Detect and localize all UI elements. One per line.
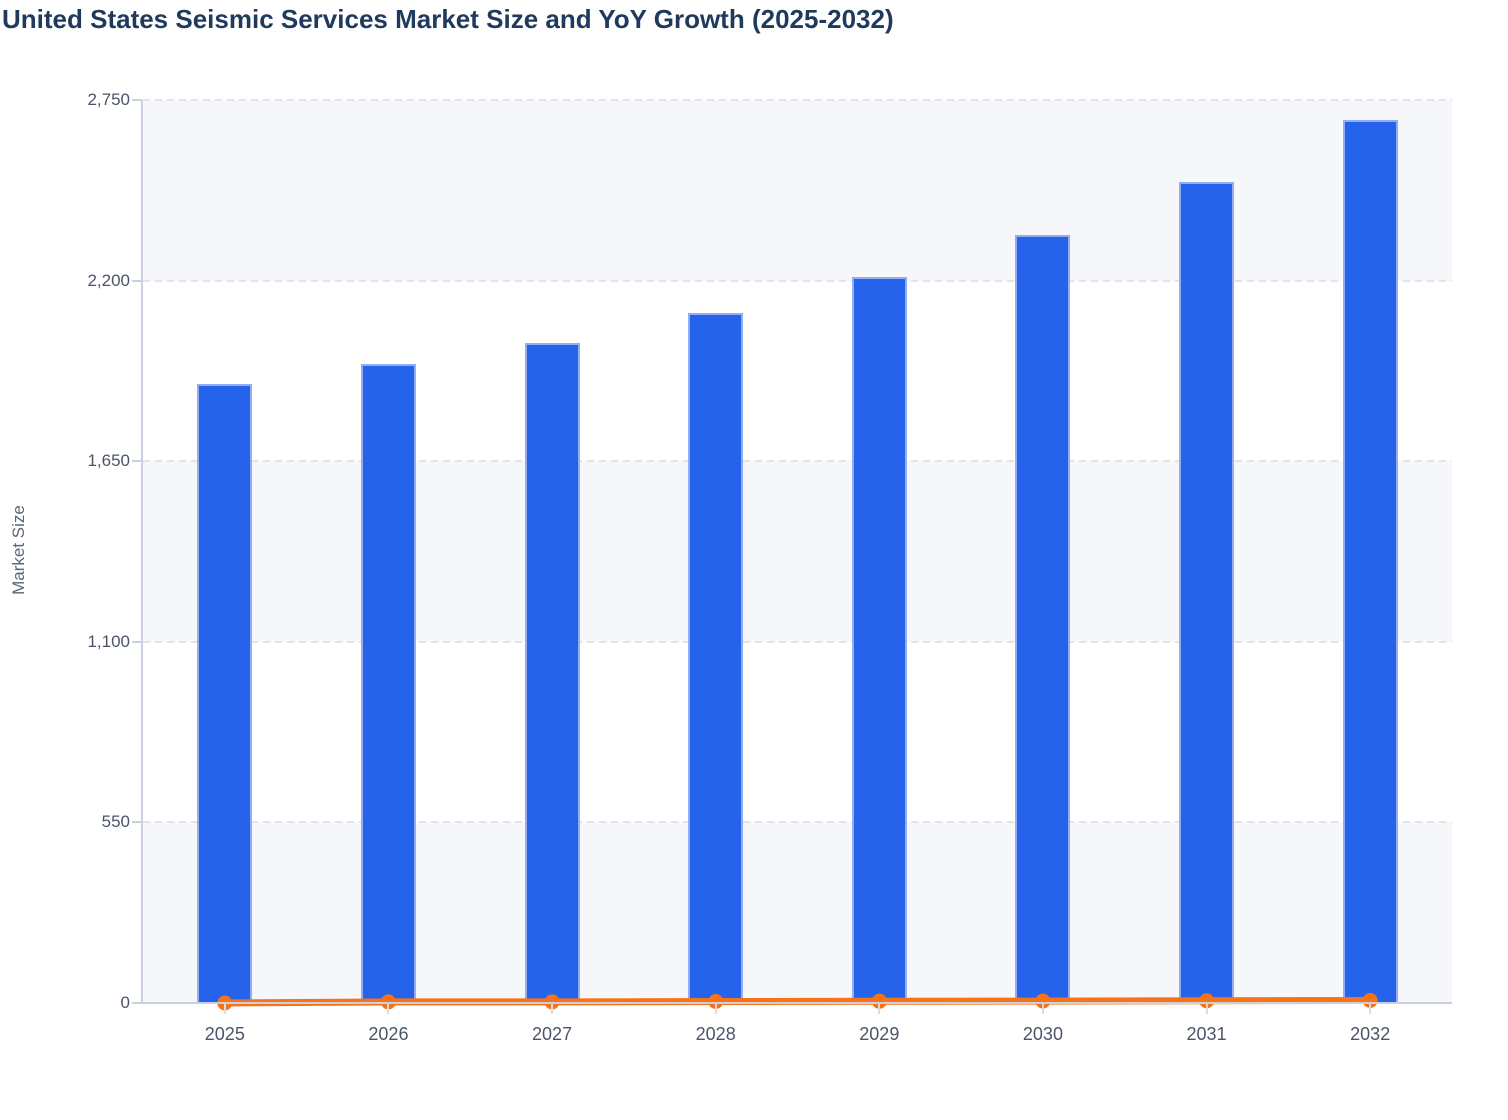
yoy-growth-marker-2030[interactable] — [1035, 993, 1051, 1009]
bar-2027[interactable] — [524, 342, 580, 1003]
y-tick-label: 550 — [101, 812, 130, 832]
y-tick-mark — [132, 460, 142, 463]
yoy-growth-marker-2032[interactable] — [1362, 993, 1378, 1008]
x-tick-label-2030: 2030 — [1022, 1024, 1063, 1044]
yoy-growth-line-layer — [217, 993, 1378, 1011]
bar-2026[interactable] — [360, 364, 416, 1003]
yoy-growth-marker-2027[interactable] — [544, 994, 560, 1010]
x-tick-mark — [387, 1004, 390, 1014]
x-tick-mark — [223, 1004, 226, 1014]
x-tick-label-2028: 2028 — [695, 1024, 736, 1044]
gridline — [143, 821, 1452, 824]
y-tick-label: 1,100 — [87, 631, 130, 651]
y-tick-label: 0 — [120, 993, 130, 1012]
y-tick-mark — [132, 99, 142, 101]
x-tick-label-2027: 2027 — [532, 1024, 573, 1044]
x-axis-line — [143, 1002, 1452, 1004]
x-tick-mark — [714, 1004, 717, 1014]
yoy-growth-marker-2031[interactable] — [1199, 993, 1215, 1009]
y-tick-mark — [132, 640, 142, 643]
gridline — [143, 640, 1452, 643]
gridline — [143, 279, 1452, 282]
plot-area — [143, 99, 1452, 1011]
chart-title: United States Seismic Services Market Si… — [2, 4, 894, 34]
bar-2032[interactable] — [1342, 119, 1398, 1003]
y-tick-label: 2,200 — [87, 270, 130, 290]
y-tick-mark — [132, 1002, 142, 1004]
gridline — [143, 460, 1452, 463]
y-axis-line — [141, 100, 143, 1004]
y-tick-label: 1,650 — [87, 451, 130, 471]
yoy-growth-marker-2026[interactable] — [380, 994, 396, 1010]
x-tick-mark — [1205, 1004, 1208, 1014]
bar-2029[interactable] — [851, 277, 907, 1003]
yoy-growth-line — [224, 997, 1371, 1007]
yoy-growth-marker-2029[interactable] — [871, 993, 887, 1009]
x-tick-label-2032: 2032 — [1350, 1024, 1391, 1044]
y-axis-title: Market Size — [9, 505, 28, 595]
y-tick-label: 2,750 — [87, 90, 130, 109]
bar-2030[interactable] — [1015, 234, 1071, 1003]
y-tick-mark — [132, 821, 142, 824]
x-tick-mark — [1041, 1004, 1044, 1014]
yoy-growth-marker-2028[interactable] — [708, 994, 724, 1009]
bar-2028[interactable] — [688, 313, 744, 1003]
x-tick-label-2029: 2029 — [859, 1024, 900, 1044]
y-tick-mark — [132, 279, 142, 282]
bar-2025[interactable] — [197, 384, 253, 1003]
gridline — [143, 99, 1452, 101]
x-tick-label-2031: 2031 — [1186, 1024, 1227, 1044]
x-tick-label-2026: 2026 — [368, 1024, 409, 1044]
x-tick-mark — [878, 1004, 881, 1014]
bar-2031[interactable] — [1179, 182, 1235, 1003]
x-tick-mark — [551, 1004, 554, 1014]
x-tick-mark — [1369, 1004, 1372, 1014]
x-tick-label-2025: 2025 — [204, 1024, 245, 1044]
